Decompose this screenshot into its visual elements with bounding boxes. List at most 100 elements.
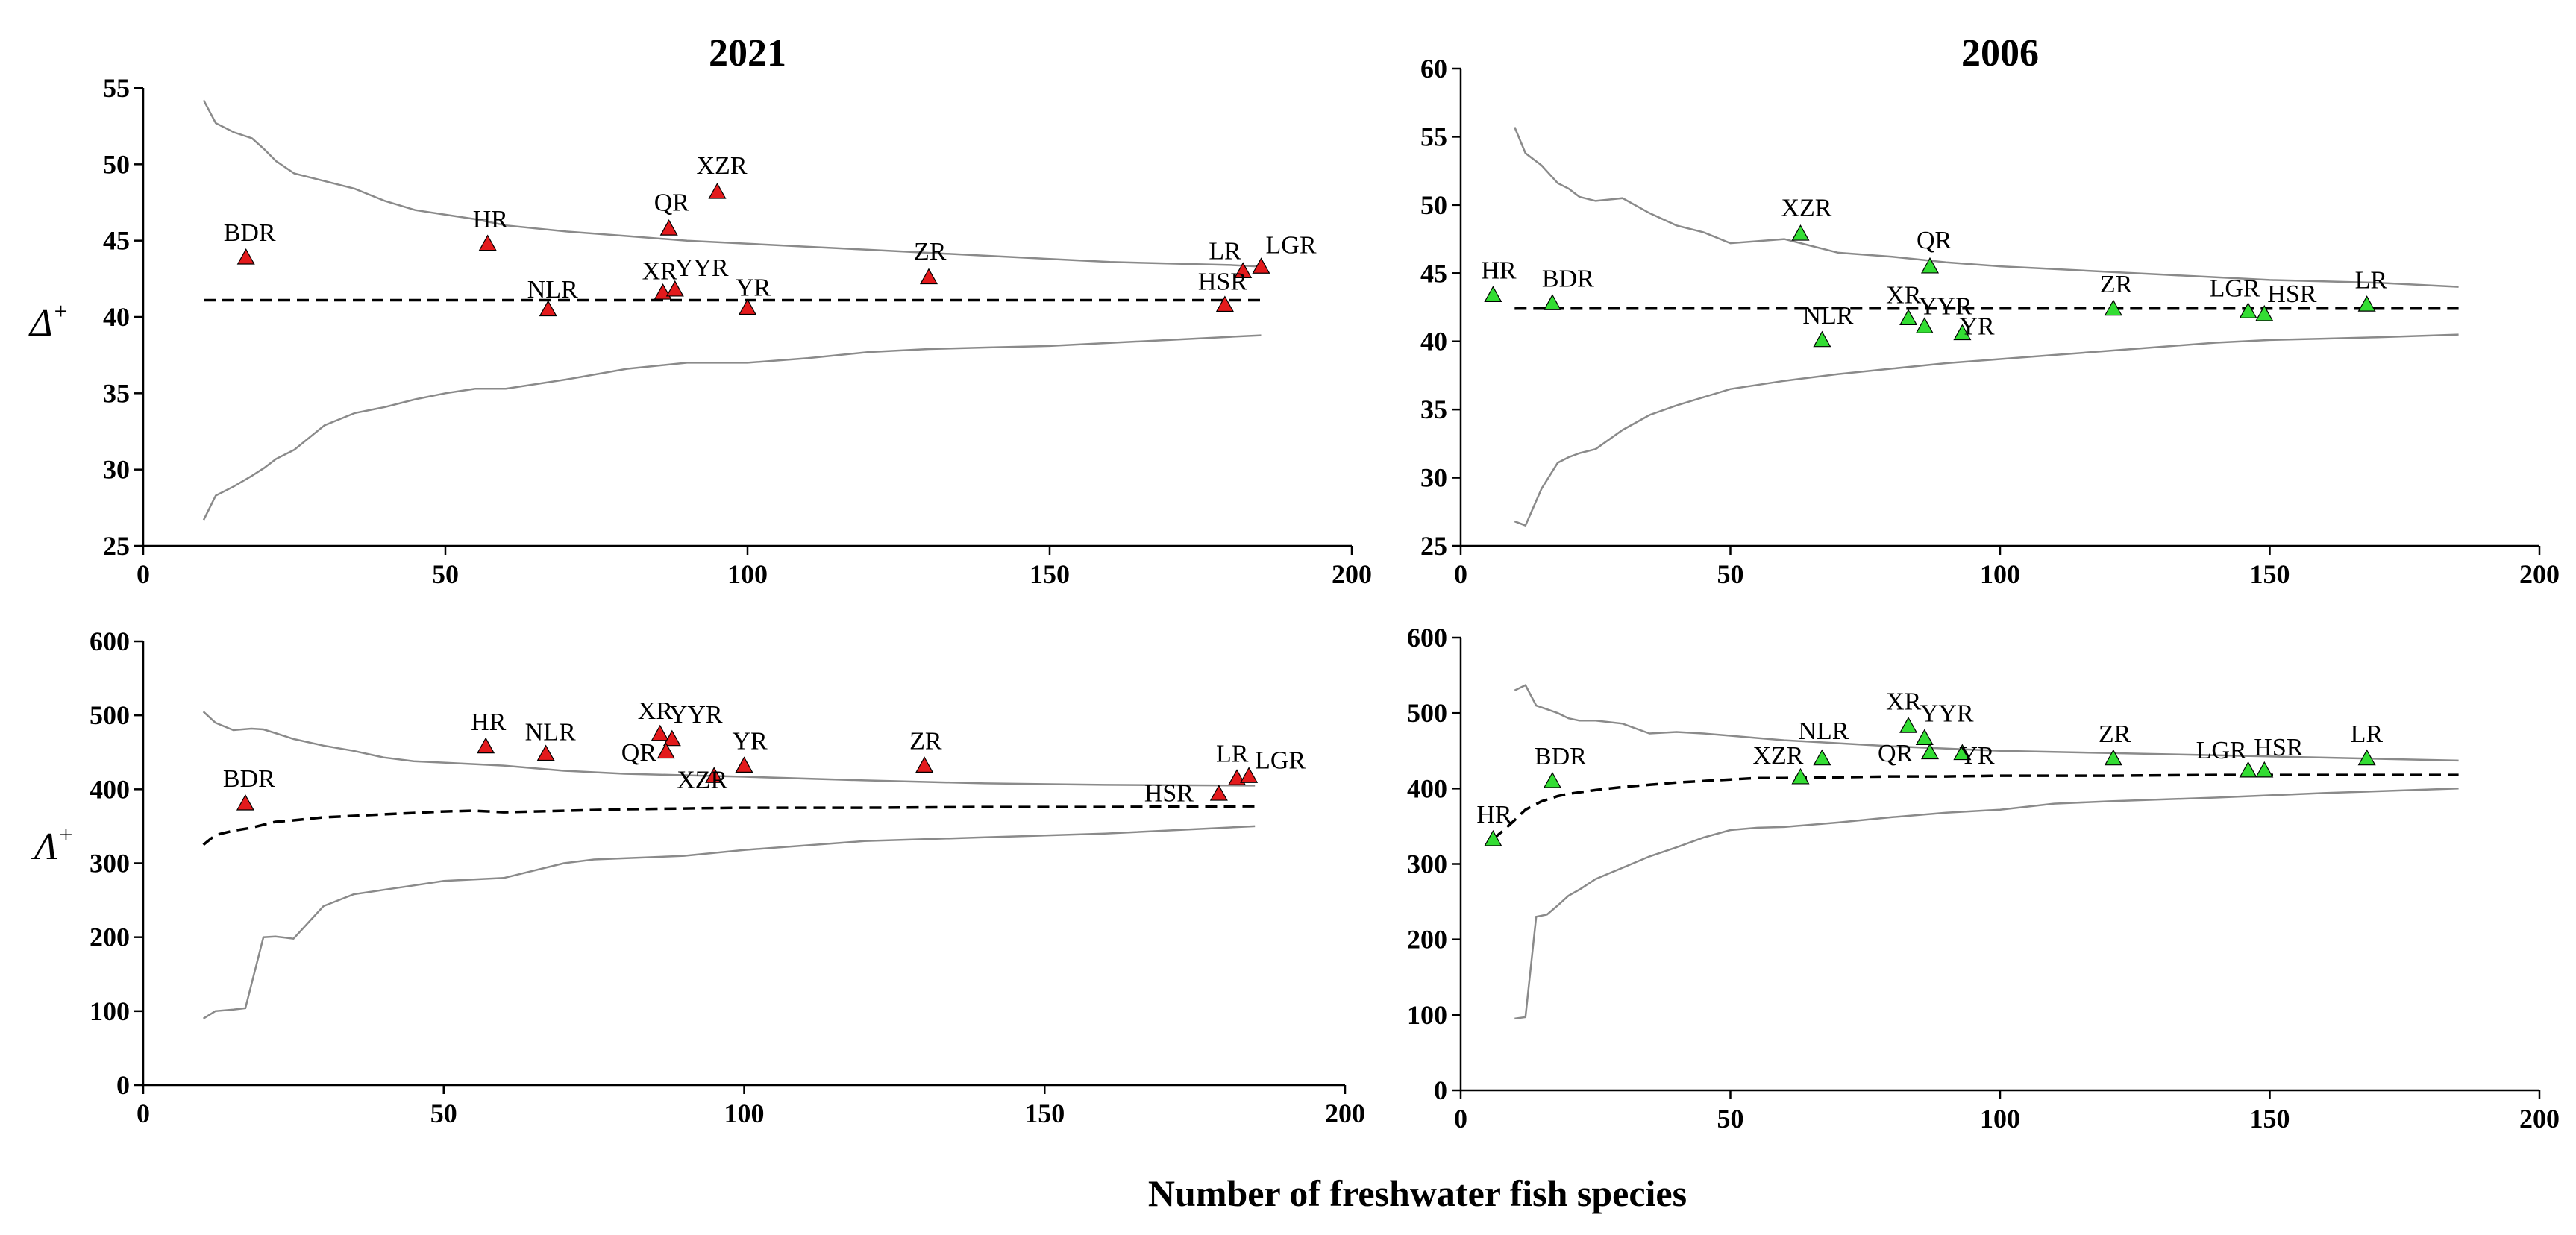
y-tick-label: 100 [90,996,130,1026]
point-label-yr: YR [736,274,771,302]
point-label-qr: QR [654,189,690,216]
point-label-lgr: LGR [1266,231,1317,259]
upper-probability-funnel-line [202,99,1262,268]
point-marker-xr [1899,309,1918,326]
point-label-lr: LR [2355,266,2388,294]
point-marker-zr [2104,299,2122,316]
point-marker-yyr [1915,729,1934,745]
point-label-xr: XR [1886,282,1922,309]
y-tick-label: 600 [1407,623,1447,653]
point-marker-yr [1953,324,1972,341]
point-label-nlr: NLR [1798,717,1849,745]
point-label-lr: LR [2351,720,2384,748]
point-marker-lr [1227,769,1247,785]
upper-probability-funnel-line [202,711,1256,787]
y-tick-label: 0 [116,1070,130,1100]
point-label-zr: ZR [909,728,942,755]
y-tick-label: 45 [1420,258,1447,288]
y-tick-label: 55 [103,73,130,103]
point-label-hsr: HSR [1198,268,1247,296]
point-marker-yyr [1915,317,1934,333]
point-marker-hsr [1215,295,1234,312]
point-marker-xzr [705,767,724,783]
y-tick-label: 0 [1434,1075,1447,1105]
point-marker-hsr [2255,761,2274,778]
x-tick-label: 100 [1980,1104,2020,1134]
point-marker-bdr [1543,294,1561,310]
point-label-lgr: LGR [2210,274,2260,302]
point-label-lr: LR [1209,238,1241,265]
point-marker-yr [738,298,757,315]
x-axis-label: Number of freshwater fish species [1148,1172,1687,1214]
y-tick-label: 40 [1420,327,1447,356]
point-label-hsr: HSR [1144,779,1194,807]
x-tick-label: 150 [1030,559,1070,589]
point-label-yr: YR [1959,742,1995,770]
x-tick-label: 0 [137,1099,150,1128]
point-marker-hr [1484,286,1502,302]
point-marker-hr [478,234,497,251]
x-tick-label: 50 [430,1099,457,1128]
point-marker-yyr [665,280,684,297]
point-marker-bdr [236,794,254,811]
lower-probability-funnel-line [202,334,1262,521]
point-label-lgr: LGR [2196,737,2247,764]
y-tick-label: 600 [90,626,130,656]
point-label-hr: HR [473,206,509,233]
upper-probability-funnel-line [1514,127,2459,288]
y-tick-label: 400 [1407,773,1447,803]
point-marker-lgr [2239,302,2257,318]
point-marker-nlr [536,744,555,761]
point-label-hr: HR [1476,801,1512,829]
point-label-xr: XR [642,257,678,285]
point-label-xzr: XZR [1781,194,1831,221]
point-label-yyr: YYR [1920,700,1974,728]
x-tick-label: 150 [2250,1104,2290,1134]
point-marker-nlr [1813,330,1831,348]
point-marker-zr [915,756,934,773]
point-marker-hsr [1209,785,1228,801]
y-tick-label: 40 [103,302,130,332]
point-label-hsr: HSR [2267,280,2316,308]
point-label-bdr: BDR [1542,265,1594,293]
y-tick-label: 50 [1420,190,1447,220]
y-tick-label: 500 [1407,698,1447,728]
point-marker-hr [477,737,495,754]
point-label-yyr: YYR [669,701,723,729]
y-tick-label: 25 [103,531,130,561]
point-label-xzr: XZR [1752,742,1803,770]
point-marker-hsr [2255,304,2274,321]
x-tick-label: 200 [2519,559,2560,589]
point-marker-bdr [1543,771,1561,788]
point-label-yyr: YYR [1919,293,1972,321]
point-label-hr: HR [1481,257,1517,285]
point-marker-qr [1920,257,1940,274]
point-marker-yr [735,756,753,773]
point-label-zr: ZR [2100,271,2133,298]
mean-dashed-line [202,805,1256,846]
point-label-nlr: NLR [525,719,576,747]
point-marker-lgr [1240,767,1259,783]
x-tick-label: 50 [1717,1104,1744,1134]
point-label-lr: LR [1216,740,1249,767]
x-tick-label: 0 [137,559,150,589]
point-marker-lr [2357,749,2376,766]
point-marker-bdr [236,248,255,265]
point-marker-nlr [539,300,557,317]
point-label-bdr: BDR [1535,743,1587,770]
y-tick-label: 300 [1407,849,1447,879]
panel-title: 2006 [1961,32,2039,75]
panel-title: 2021 [709,32,786,75]
point-marker-xr [651,724,669,741]
upper-probability-funnel-line [1514,684,2459,762]
row-ylabel-delta: Δ+ [28,298,69,345]
x-tick-label: 100 [1980,559,2020,589]
lower-probability-funnel-line [202,825,1256,1019]
point-label-nlr: NLR [527,276,578,304]
y-tick-label: 55 [1420,122,1447,151]
chart-panel-bottom-right: 0 100 200 300 400 500 600 0 50 100 150 200 HR BDR XZRN… [1407,623,2560,1134]
point-label-xzr: XZR [697,152,748,180]
x-tick-label: 0 [1454,559,1467,589]
point-label-hsr: HSR [2254,734,2303,761]
